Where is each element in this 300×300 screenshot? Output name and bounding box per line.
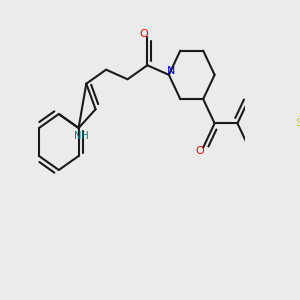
Text: O: O (196, 146, 204, 156)
Text: N: N (167, 66, 176, 76)
Text: O: O (140, 29, 148, 39)
Text: NH: NH (74, 131, 88, 141)
Text: S: S (296, 118, 300, 128)
